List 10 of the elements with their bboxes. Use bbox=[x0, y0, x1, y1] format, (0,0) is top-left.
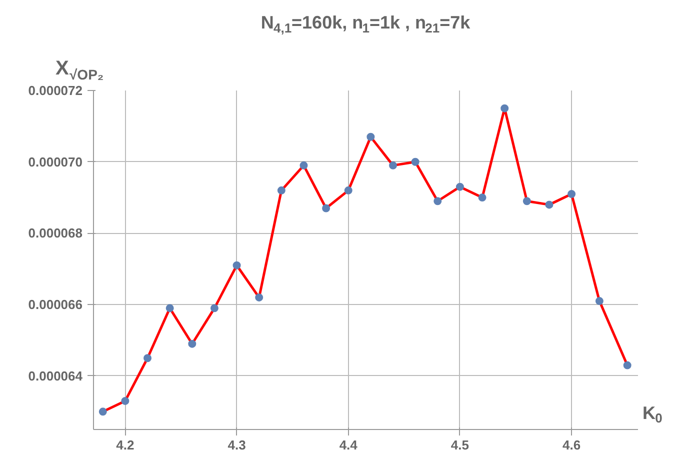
x-tick-label: 4.2 bbox=[116, 438, 134, 452]
y-tick-label: 0.000072 bbox=[28, 83, 83, 98]
x-tick-label: 4.5 bbox=[450, 438, 469, 452]
x-tick-label: 4.6 bbox=[562, 438, 581, 452]
x-tick-label: 4.3 bbox=[228, 438, 246, 452]
y-tick-label: 0.000068 bbox=[28, 226, 83, 241]
y-tick-label: 0.000064 bbox=[28, 368, 84, 384]
y-tick-label: 0.000070 bbox=[28, 154, 83, 170]
x-tick-label: 4.4 bbox=[339, 438, 358, 452]
y-tick-label: 0.000066 bbox=[28, 297, 83, 312]
